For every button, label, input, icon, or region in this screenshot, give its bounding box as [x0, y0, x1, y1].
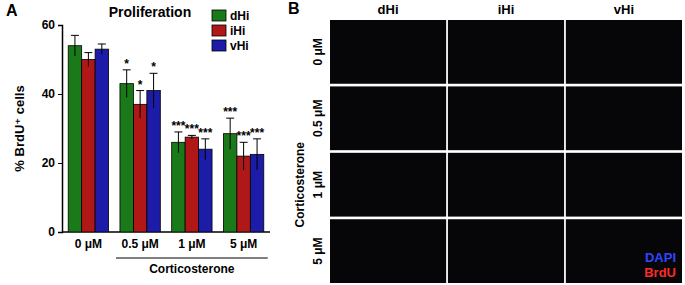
y-axis-title: % BrdU⁺ cells — [12, 85, 27, 171]
significance: * — [124, 57, 129, 71]
y-tick: 60 — [42, 18, 62, 32]
row-label: 0.5 μM — [311, 100, 325, 137]
error-bar — [140, 91, 141, 119]
channel-label: BrdU — [644, 265, 676, 280]
bar — [120, 84, 133, 232]
chart-title: Proliferation — [109, 4, 191, 20]
micrograph — [330, 153, 446, 217]
micrograph — [330, 20, 446, 84]
y-tick: 40 — [42, 87, 62, 101]
x-group-bracket — [116, 258, 268, 259]
x-tick-label: 5 μM — [230, 237, 257, 251]
bar — [172, 142, 185, 232]
row-group-label: Corticosterone — [293, 142, 307, 228]
legend-label: dHi — [230, 9, 249, 23]
legend-item: iHi — [212, 24, 245, 38]
error-bar — [230, 118, 231, 149]
column-label: dHi — [378, 2, 399, 17]
error-bar — [74, 35, 75, 56]
x-axis-title: Corticosterone — [149, 262, 235, 276]
micrograph — [566, 20, 682, 84]
micrograph — [566, 153, 682, 217]
legend-swatch — [212, 10, 226, 21]
micrograph — [330, 219, 446, 283]
significance: * — [151, 60, 156, 74]
row-label: 5 μM — [311, 237, 325, 264]
micrograph — [448, 20, 564, 84]
micrograph — [566, 219, 682, 283]
row-label: 0 μM — [311, 38, 325, 65]
error-bar — [101, 44, 102, 54]
micrograph — [448, 153, 564, 217]
legend-item: vHi — [212, 39, 249, 53]
y-tick: 20 — [42, 156, 62, 170]
y-tick-mark — [58, 25, 62, 26]
y-tick-label: 0 — [48, 225, 55, 239]
bar — [185, 137, 198, 232]
row-label: 1 μM — [311, 171, 325, 198]
y-tick-mark — [58, 94, 62, 95]
significance: * — [138, 78, 143, 92]
error-bar — [178, 132, 179, 153]
significance: *** — [250, 126, 264, 140]
channel-label: DAPI — [645, 250, 676, 265]
y-tick-mark — [58, 232, 62, 233]
legend-label: vHi — [230, 39, 249, 53]
x-tick-label: 1 μM — [178, 237, 205, 251]
x-tick: 5 μM — [230, 237, 257, 251]
x-tick: 0 μM — [75, 237, 102, 251]
error-cap — [98, 43, 106, 44]
legend-label: iHi — [230, 24, 245, 38]
y-tick-label: 20 — [42, 156, 56, 170]
x-tick: 0.5 μM — [121, 237, 158, 251]
micrograph — [448, 86, 564, 150]
y-tick: 0 — [48, 225, 62, 239]
significance: *** — [223, 105, 237, 119]
y-axis: 0 20 40 60 — [42, 18, 63, 239]
significance: *** — [198, 126, 212, 140]
bar — [199, 149, 212, 232]
x-tick-label: 0.5 μM — [121, 237, 158, 251]
micrograph — [330, 86, 446, 150]
y-tick-mark — [58, 163, 62, 164]
legend: dHiiHivHi — [212, 9, 249, 53]
error-cap — [84, 52, 92, 53]
plot-area — [68, 35, 264, 232]
x-axis: 0 μM 0.5 μM 1 μM 5 μM — [62, 232, 270, 251]
column-label: iHi — [498, 2, 515, 17]
significance: *** — [171, 119, 185, 133]
error-bar — [257, 139, 258, 170]
micrograph — [448, 219, 564, 283]
bar — [133, 104, 146, 232]
legend-swatch — [212, 25, 226, 36]
error-cap — [71, 35, 79, 36]
y-tick-label: 60 — [42, 18, 56, 32]
panel-label: A — [6, 2, 18, 19]
y-axis-line — [58, 26, 63, 233]
bar — [95, 49, 108, 232]
error-bar — [205, 139, 206, 160]
figure: A Proliferation % BrdU⁺ cells 0 20 40 60 0 μM 0.… — [0, 0, 685, 285]
y-tick-label: 40 — [42, 87, 56, 101]
significance: *** — [237, 129, 251, 143]
error-bar — [243, 142, 244, 170]
x-tick: 1 μM — [178, 237, 205, 251]
bar — [147, 91, 160, 232]
significance: *** — [185, 122, 199, 136]
error-bar — [153, 73, 154, 108]
error-bar — [88, 53, 89, 67]
x-tick-label: 0 μM — [75, 237, 102, 251]
micrograph — [566, 86, 682, 150]
column-label: vHi — [614, 2, 634, 17]
bar — [82, 60, 95, 233]
panel-label: B — [288, 0, 300, 17]
legend-swatch — [212, 40, 226, 51]
bar — [68, 46, 81, 232]
error-bar — [126, 70, 127, 98]
legend-item: dHi — [212, 9, 249, 23]
